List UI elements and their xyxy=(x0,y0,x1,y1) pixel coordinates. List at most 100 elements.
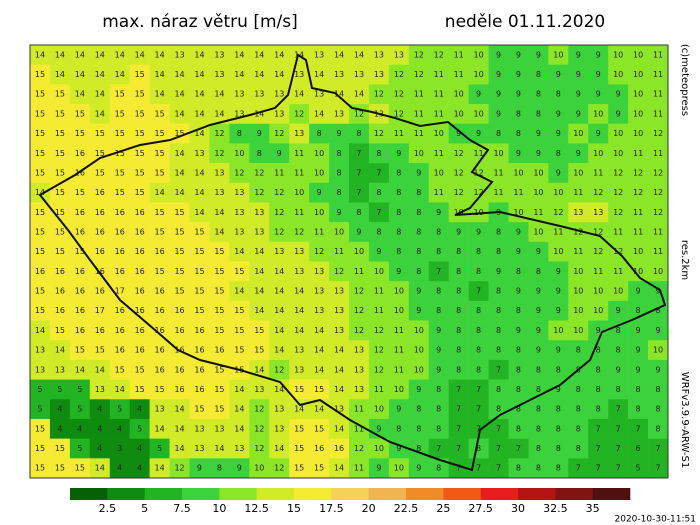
cell-fill xyxy=(209,320,230,341)
cell-value: 12 xyxy=(354,306,364,315)
cell-value: 15 xyxy=(234,326,244,335)
cell-value: 9 xyxy=(636,287,641,296)
cell-value: 12 xyxy=(294,227,304,236)
cell-fill xyxy=(169,320,190,341)
cell-fill xyxy=(648,359,669,380)
cell-fill xyxy=(30,202,51,223)
cell-fill xyxy=(648,45,669,65)
cell-fill xyxy=(49,202,71,223)
cell-fill xyxy=(368,84,390,105)
cell-fill xyxy=(149,438,170,459)
cell-fill xyxy=(249,104,270,125)
cell-value: 13 xyxy=(314,90,324,99)
cell-fill xyxy=(229,241,250,262)
cell-value: 15 xyxy=(155,208,165,217)
cell-value: 8 xyxy=(556,424,561,433)
cell-fill xyxy=(368,45,390,65)
cell-value: 10 xyxy=(374,405,384,414)
cell-fill xyxy=(209,123,230,144)
cell-value: 8 xyxy=(356,129,361,138)
cell-value: 13 xyxy=(334,405,344,414)
cell-fill xyxy=(648,163,669,184)
cell-fill xyxy=(129,379,150,400)
cell-value: 7 xyxy=(655,444,660,453)
cell-fill xyxy=(209,399,230,420)
cell-value: 9 xyxy=(616,109,621,118)
cell-value: 14 xyxy=(115,50,125,59)
cell-fill xyxy=(89,300,111,321)
cell-value: 8 xyxy=(516,405,521,414)
cell-fill xyxy=(508,340,529,361)
cell-value: 15 xyxy=(155,129,165,138)
cell-value: 15 xyxy=(214,385,224,394)
cell-fill xyxy=(30,359,51,380)
cell-value: 16 xyxy=(135,247,145,256)
colorbar-label: 17.5 xyxy=(319,502,344,515)
cell-value: 8 xyxy=(496,287,501,296)
cell-value: 9 xyxy=(556,109,561,118)
cell-value: 8 xyxy=(556,464,561,473)
cell-fill xyxy=(548,438,569,459)
cell-value: 7 xyxy=(616,405,621,414)
cell-value: 4 xyxy=(97,405,102,414)
cell-value: 10 xyxy=(533,227,543,236)
cell-value: 9 xyxy=(376,464,381,473)
cell-fill xyxy=(89,123,111,144)
cell-fill xyxy=(448,379,469,400)
cell-value: 7 xyxy=(655,464,660,473)
cell-fill xyxy=(608,281,629,302)
cell-value: 7 xyxy=(496,365,501,374)
cell-fill xyxy=(608,399,629,420)
cell-fill xyxy=(289,143,310,164)
cell-fill xyxy=(209,281,230,302)
cell-fill xyxy=(428,64,449,85)
cell-value: 12 xyxy=(334,267,344,276)
cell-fill xyxy=(309,64,330,85)
cell-value: 8 xyxy=(556,149,561,158)
cell-fill xyxy=(408,399,430,420)
cell-fill xyxy=(368,340,390,361)
cell-value: 8 xyxy=(596,365,601,374)
cell-fill xyxy=(349,241,370,262)
cell-fill xyxy=(528,222,549,243)
cell-fill xyxy=(309,438,330,459)
cell-value: 13 xyxy=(35,346,45,355)
cell-value: 14 xyxy=(254,70,264,79)
cell-fill xyxy=(488,379,509,400)
cell-fill xyxy=(508,64,529,85)
cell-fill xyxy=(648,340,669,361)
cell-fill xyxy=(488,182,509,203)
cell-fill xyxy=(89,399,111,420)
cell-fill xyxy=(169,359,190,380)
cell-value: 7 xyxy=(616,444,621,453)
cell-fill xyxy=(269,379,290,400)
cell-fill xyxy=(189,222,210,243)
cell-fill xyxy=(169,222,190,243)
cell-value: 4 xyxy=(137,464,142,473)
cell-fill xyxy=(269,182,290,203)
cell-value: 10 xyxy=(454,90,464,99)
cell-value: 14 xyxy=(194,109,204,118)
cell-fill xyxy=(30,143,51,164)
cell-fill xyxy=(109,458,130,479)
colorbar-swatch xyxy=(144,488,183,500)
cell-value: 14 xyxy=(75,50,85,59)
cell-fill xyxy=(149,300,170,321)
cell-fill xyxy=(69,222,91,243)
cell-value: 13 xyxy=(354,365,364,374)
cell-fill xyxy=(249,320,270,341)
cell-fill xyxy=(508,84,529,105)
cell-value: 15 xyxy=(254,346,264,355)
cell-fill xyxy=(249,84,270,105)
cell-fill xyxy=(388,182,410,203)
cell-fill xyxy=(428,45,449,65)
cell-value: 11 xyxy=(314,227,324,236)
cell-fill xyxy=(329,359,350,380)
cell-value: 10 xyxy=(573,129,583,138)
cell-value: 14 xyxy=(274,385,284,394)
cell-fill xyxy=(588,202,609,223)
cell-fill xyxy=(69,359,91,380)
cell-value: 11 xyxy=(653,247,663,256)
cell-value: 10 xyxy=(613,287,623,296)
cell-value: 13 xyxy=(234,208,244,217)
